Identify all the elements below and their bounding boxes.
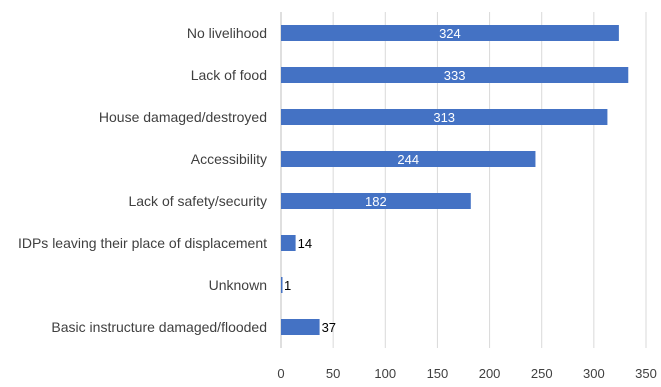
x-tick-label: 300 — [583, 366, 605, 381]
category-label: Unknown — [209, 277, 267, 293]
x-tick-label: 100 — [374, 366, 396, 381]
category-label: House damaged/destroyed — [99, 109, 267, 125]
bar — [281, 277, 283, 293]
category-label: Lack of food — [191, 67, 267, 83]
value-label: 1 — [284, 278, 291, 293]
x-tick-label: 250 — [531, 366, 553, 381]
category-label: Lack of safety/security — [128, 193, 267, 209]
bar — [281, 109, 608, 125]
x-tick-label: 50 — [326, 366, 340, 381]
value-label: 244 — [397, 152, 419, 167]
category-labels: No livelihood Lack of food House damaged/d… — [18, 25, 267, 335]
value-label: 14 — [298, 236, 312, 251]
bar — [281, 235, 296, 251]
x-tick-label: 150 — [427, 366, 449, 381]
category-label: Basic instructure damaged/flooded — [51, 319, 267, 335]
value-labels: 324 333 313 244 182 14 1 37 — [284, 26, 465, 335]
x-tick-label: 350 — [635, 366, 657, 381]
gridlines — [280, 12, 647, 348]
value-label: 333 — [444, 68, 466, 83]
bar — [281, 25, 619, 41]
value-label: 313 — [433, 110, 455, 125]
value-label: 37 — [322, 320, 336, 335]
bar — [281, 67, 629, 83]
bar — [281, 193, 471, 209]
x-tick-labels: 0 50 100 150 200 250 300 350 — [277, 366, 656, 381]
category-label: IDPs leaving their place of displacement — [18, 235, 267, 251]
category-label: No livelihood — [187, 25, 267, 41]
bar — [281, 151, 536, 167]
category-label: Accessibility — [191, 151, 267, 167]
bars — [281, 25, 629, 335]
x-tick-label: 0 — [277, 366, 284, 381]
bar — [281, 319, 320, 335]
value-label: 324 — [439, 26, 461, 41]
value-label: 182 — [365, 194, 387, 209]
x-tick-label: 200 — [479, 366, 501, 381]
